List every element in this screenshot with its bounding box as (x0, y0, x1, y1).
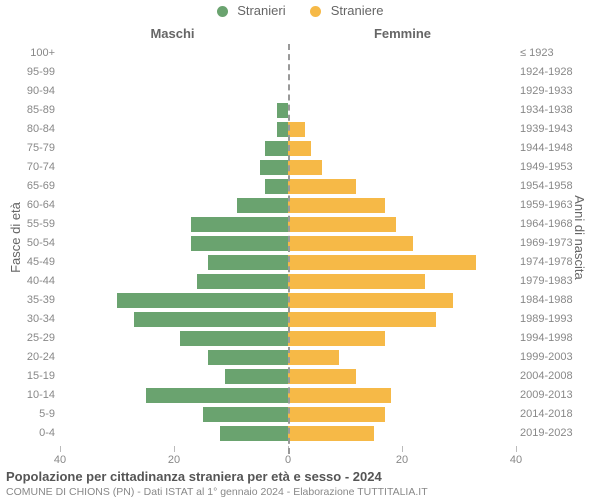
age-label: 20-24 (5, 348, 55, 367)
birth-label: 1974-1978 (520, 253, 578, 272)
chart-plot: 100+≤ 192395-991924-192890-941929-193385… (60, 44, 516, 454)
birth-label: ≤ 1923 (520, 44, 578, 63)
bar-female (288, 255, 476, 270)
bar-male (208, 350, 288, 365)
birth-label: 1959-1963 (520, 196, 578, 215)
bar-female (288, 179, 356, 194)
x-tick-label: 20 (168, 454, 180, 466)
bar-female (288, 217, 396, 232)
bar-female (288, 160, 322, 175)
bar-female (288, 198, 385, 213)
x-tick-label: 20 (396, 454, 408, 466)
bar-male (146, 388, 289, 403)
x-tick-line (516, 446, 517, 452)
legend: Stranieri Straniere (0, 2, 600, 20)
birth-label: 1994-1998 (520, 329, 578, 348)
age-label: 40-44 (5, 272, 55, 291)
age-label: 75-79 (5, 139, 55, 158)
bar-female (288, 331, 385, 346)
birth-label: 1979-1983 (520, 272, 578, 291)
bar-male (237, 198, 288, 213)
legend-male: Stranieri (217, 3, 286, 18)
birth-label: 1989-1993 (520, 310, 578, 329)
age-label: 30-34 (5, 310, 55, 329)
age-label: 0-4 (5, 424, 55, 443)
x-tick-label: 40 (54, 454, 66, 466)
birth-label: 2009-2013 (520, 386, 578, 405)
x-tick-line (60, 446, 61, 452)
caption-sub: COMUNE DI CHIONS (PN) - Dati ISTAT al 1°… (6, 486, 428, 498)
bar-male (191, 217, 288, 232)
bar-male (208, 255, 288, 270)
birth-label: 1934-1938 (520, 101, 578, 120)
bar-female (288, 312, 436, 327)
age-label: 85-89 (5, 101, 55, 120)
bar-male (197, 274, 288, 289)
bar-female (288, 388, 391, 403)
legend-female-label: Straniere (331, 3, 384, 18)
bar-female (288, 141, 311, 156)
age-label: 10-14 (5, 386, 55, 405)
birth-label: 1999-2003 (520, 348, 578, 367)
bar-male (260, 160, 289, 175)
bar-male (191, 236, 288, 251)
age-label: 25-29 (5, 329, 55, 348)
caption-title: Popolazione per cittadinanza straniera p… (6, 469, 382, 484)
legend-male-label: Stranieri (237, 3, 285, 18)
bar-male (277, 103, 288, 118)
column-header-female: Femmine (290, 26, 515, 41)
age-label: 70-74 (5, 158, 55, 177)
bar-female (288, 236, 413, 251)
bar-female (288, 350, 339, 365)
birth-label: 2004-2008 (520, 367, 578, 386)
legend-male-swatch (217, 6, 228, 17)
column-header-male: Maschi (60, 26, 285, 41)
legend-female: Straniere (310, 3, 383, 18)
bar-male (277, 122, 288, 137)
birth-label: 2014-2018 (520, 405, 578, 424)
bar-male (265, 141, 288, 156)
age-label: 55-59 (5, 215, 55, 234)
zero-line (288, 44, 290, 454)
age-label: 60-64 (5, 196, 55, 215)
age-label: 35-39 (5, 291, 55, 310)
birth-label: 2019-2023 (520, 424, 578, 443)
x-tick-label: 0 (285, 454, 291, 466)
bar-male (203, 407, 289, 422)
bar-female (288, 293, 453, 308)
legend-female-swatch (310, 6, 321, 17)
birth-label: 1924-1928 (520, 63, 578, 82)
birth-label: 1964-1968 (520, 215, 578, 234)
x-tick-line (402, 446, 403, 452)
age-label: 5-9 (5, 405, 55, 424)
age-label: 65-69 (5, 177, 55, 196)
bar-male (180, 331, 288, 346)
age-label: 80-84 (5, 120, 55, 139)
age-label: 15-19 (5, 367, 55, 386)
x-tick-label: 40 (510, 454, 522, 466)
bar-female (288, 426, 374, 441)
bar-female (288, 369, 356, 384)
bar-male (265, 179, 288, 194)
bar-male (225, 369, 288, 384)
bar-female (288, 122, 305, 137)
age-label: 45-49 (5, 253, 55, 272)
age-label: 50-54 (5, 234, 55, 253)
bar-female (288, 274, 425, 289)
birth-label: 1984-1988 (520, 291, 578, 310)
birth-label: 1954-1958 (520, 177, 578, 196)
birth-label: 1929-1933 (520, 82, 578, 101)
birth-label: 1939-1943 (520, 120, 578, 139)
bar-female (288, 407, 385, 422)
x-tick-line (174, 446, 175, 452)
age-label: 90-94 (5, 82, 55, 101)
age-label: 100+ (5, 44, 55, 63)
bar-male (134, 312, 288, 327)
birth-label: 1949-1953 (520, 158, 578, 177)
bar-male (220, 426, 288, 441)
birth-label: 1969-1973 (520, 234, 578, 253)
age-label: 95-99 (5, 63, 55, 82)
birth-label: 1944-1948 (520, 139, 578, 158)
bar-male (117, 293, 288, 308)
